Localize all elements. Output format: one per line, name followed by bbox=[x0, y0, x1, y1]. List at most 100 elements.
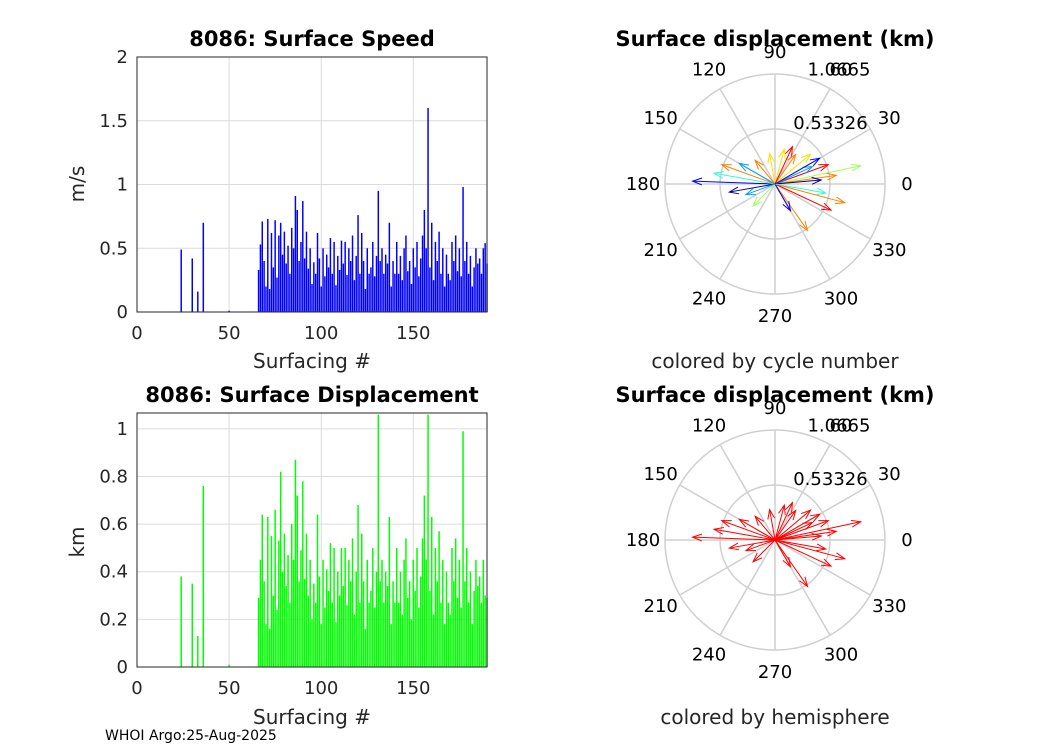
polar-hemisphere-arrowhead bbox=[778, 503, 786, 516]
polar-hemisphere-spoke bbox=[774, 539, 871, 596]
displacement-bar bbox=[263, 581, 265, 667]
polar-hemisphere-vector bbox=[774, 539, 832, 567]
displacement-bar bbox=[410, 619, 413, 667]
polar-cycle-chart: 0 30 60 90 120 150 180 210 240 270 300 330 0.53326 1.… bbox=[615, 27, 934, 373]
speed-bar bbox=[276, 277, 278, 312]
polar-cycle-angle-label: 0 bbox=[901, 174, 912, 195]
speed-bar bbox=[434, 241, 437, 312]
polar-hemisphere-vector bbox=[721, 520, 776, 541]
speed-bar bbox=[370, 267, 372, 312]
speed-bar bbox=[344, 241, 346, 312]
polar-cycle-subtitle: colored by cycle number bbox=[651, 349, 899, 373]
displacement-bar bbox=[267, 516, 269, 667]
polar-cycle-arrowhead bbox=[802, 165, 814, 174]
polar-hemisphere-arrowhead bbox=[782, 556, 792, 569]
speed-bar bbox=[191, 258, 193, 312]
speed-bar bbox=[340, 240, 343, 312]
speed-bar bbox=[289, 273, 291, 312]
polar-hemisphere-spoke bbox=[679, 539, 776, 596]
speed-bar bbox=[228, 310, 230, 312]
speed-bar bbox=[464, 261, 466, 312]
speed-bar bbox=[473, 267, 475, 312]
polar-hemisphere-angle-label: 30 bbox=[878, 464, 901, 485]
polar-cycle-vector bbox=[729, 183, 776, 193]
speed-bar bbox=[442, 248, 444, 312]
speed-bar bbox=[279, 222, 282, 312]
polar-hemisphere-vector bbox=[774, 520, 829, 541]
polar-cycle-arrowhead bbox=[815, 187, 828, 196]
displacement-ytick-label: 0 bbox=[117, 657, 128, 678]
displacement-bar bbox=[418, 607, 420, 667]
displacement-chart-title: 8086: Surface Displacement bbox=[145, 383, 478, 407]
speed-bar bbox=[346, 275, 348, 312]
speed-bar bbox=[440, 273, 442, 312]
polar-cycle-arrowhead bbox=[799, 220, 809, 232]
polar-cycle-vector bbox=[774, 166, 813, 185]
speed-bar bbox=[419, 258, 422, 312]
displacement-ytick-label: 0.4 bbox=[99, 562, 128, 583]
polar-cycle-arrowhead bbox=[720, 164, 732, 172]
polar-hemisphere-arrowhead bbox=[691, 533, 703, 542]
polar-hemisphere-angle-label: 90 bbox=[764, 398, 787, 419]
speed-bar bbox=[475, 248, 477, 312]
displacement-bar bbox=[460, 607, 462, 667]
polar-hemisphere-vector bbox=[774, 539, 808, 587]
displacement-bar bbox=[361, 533, 363, 667]
displacement-chart: 0 50 100 150 0 0.2 0.4 0.6 0.8 1 8086: Surface Dis… bbox=[65, 383, 488, 729]
speed-bar bbox=[462, 187, 464, 312]
polar-hemisphere-vector bbox=[739, 518, 776, 541]
speed-bar bbox=[314, 273, 317, 312]
displacement-chart-xlabel: Surfacing # bbox=[253, 705, 371, 729]
displacement-bar bbox=[447, 602, 450, 667]
polar-cycle-vector bbox=[774, 146, 793, 185]
speed-bar bbox=[438, 231, 440, 312]
speed-bar bbox=[381, 248, 383, 312]
displacement-bar bbox=[294, 459, 297, 667]
polar-cycle-vector bbox=[774, 153, 811, 185]
displacement-bar bbox=[456, 597, 459, 667]
speed-bar bbox=[362, 261, 365, 312]
displacement-bar bbox=[403, 559, 405, 667]
polar-cycle-spoke bbox=[774, 88, 831, 185]
speed-bar bbox=[359, 273, 361, 312]
polar-hemisphere-arrowhead bbox=[727, 542, 740, 551]
displacement-bar bbox=[429, 590, 431, 667]
polar-hemisphere-angle-label: 210 bbox=[644, 596, 678, 617]
polar-cycle-arrowhead bbox=[767, 152, 776, 164]
displacement-bar bbox=[373, 607, 376, 667]
speed-bar bbox=[303, 258, 306, 312]
speed-bar bbox=[436, 261, 438, 312]
polar-cycle-arrowhead bbox=[754, 159, 765, 170]
polar-cycle-arrowhead bbox=[826, 172, 838, 181]
displacement-bar bbox=[309, 559, 311, 667]
displacement-bar bbox=[346, 605, 348, 667]
speed-bar bbox=[410, 283, 413, 312]
polar-cycle-vector bbox=[754, 159, 776, 185]
polar-hemisphere-title: Surface displacement (km) bbox=[615, 383, 934, 407]
displacement-bar bbox=[407, 597, 409, 667]
polar-hemisphere-vector bbox=[713, 528, 776, 541]
polar-cycle-angle-label: 30 bbox=[878, 108, 901, 129]
displacement-bar bbox=[359, 602, 361, 667]
polar-hemisphere-arrowhead bbox=[815, 543, 828, 552]
displacement-bar bbox=[377, 414, 380, 667]
polar-hemisphere-vector bbox=[774, 505, 785, 541]
speed-bar bbox=[427, 108, 429, 312]
displacement-bar bbox=[287, 555, 289, 667]
polar-cycle-arrowhead bbox=[818, 164, 830, 172]
displacement-bar bbox=[453, 581, 455, 667]
speed-bar bbox=[366, 248, 368, 312]
polar-hemisphere-vector bbox=[774, 530, 837, 541]
polar-hemisphere-arrowhead bbox=[754, 515, 765, 526]
polar-cycle-angle-label: 300 bbox=[824, 288, 858, 309]
speed-bar bbox=[313, 262, 315, 312]
polar-hemisphere-angle-label: 300 bbox=[824, 644, 858, 665]
displacement-bar bbox=[337, 571, 339, 667]
displacement-bar bbox=[390, 624, 392, 667]
polar-hemisphere-vector bbox=[754, 515, 776, 541]
displacement-bar bbox=[331, 602, 333, 667]
displacement-bar bbox=[296, 495, 298, 667]
displacement-bar bbox=[351, 538, 354, 667]
polar-hemisphere-arrowhead bbox=[802, 521, 814, 530]
speed-bar bbox=[257, 269, 260, 312]
